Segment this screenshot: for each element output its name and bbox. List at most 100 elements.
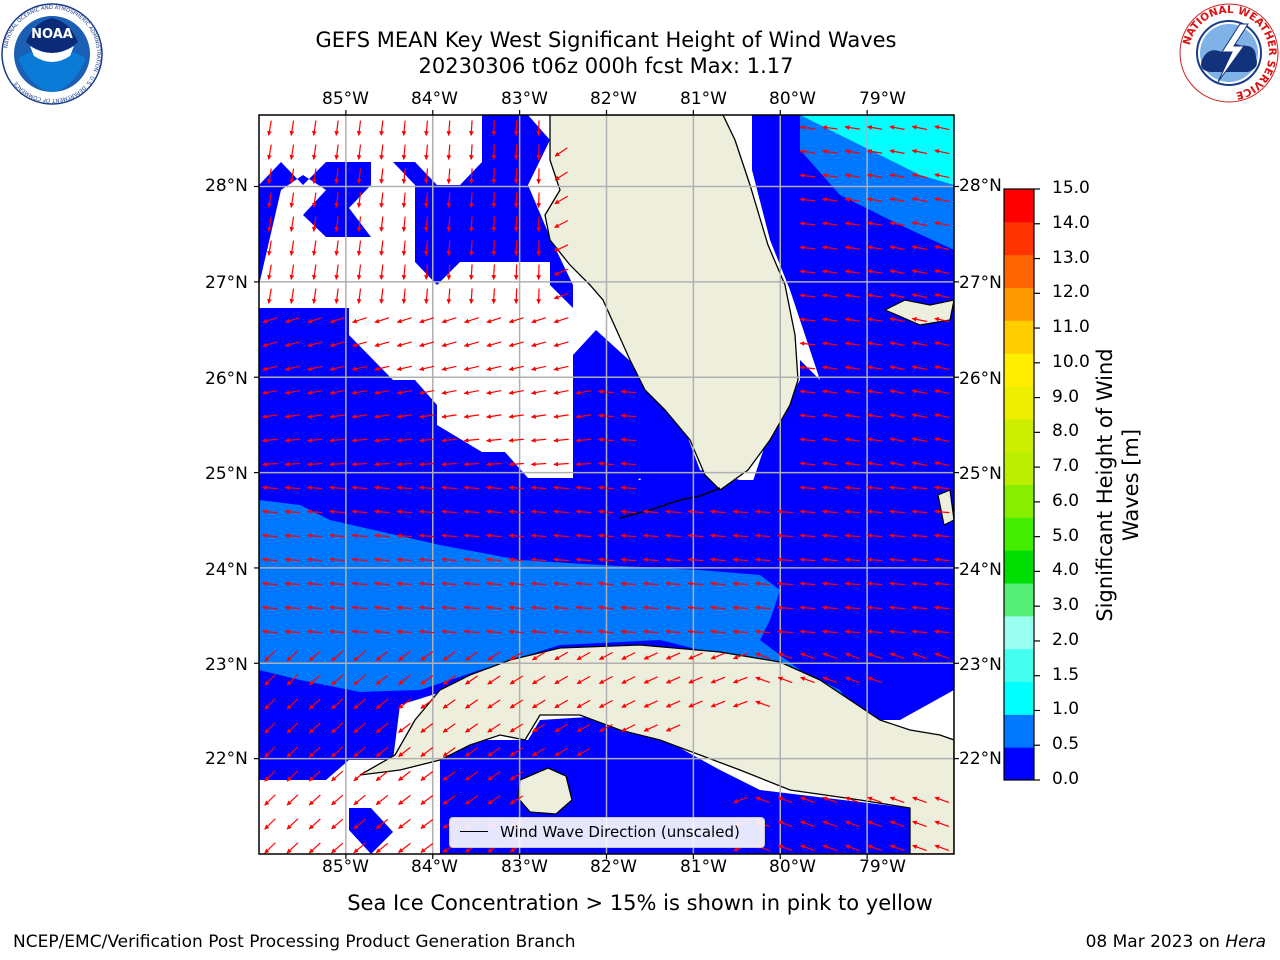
wave-direction-arrow bbox=[351, 605, 368, 611]
wave-direction-arrow bbox=[889, 581, 905, 587]
wave-direction-arrow bbox=[420, 819, 434, 829]
wave-direction-arrow bbox=[262, 317, 278, 324]
wave-direction-arrow bbox=[286, 746, 299, 758]
wave-direction-arrow bbox=[844, 245, 860, 250]
wave-direction-arrow bbox=[643, 724, 658, 732]
wave-direction-arrow bbox=[396, 341, 412, 348]
wave-direction-arrow bbox=[911, 581, 928, 587]
wave-direction-arrow bbox=[441, 533, 457, 539]
wave-direction-arrow bbox=[822, 509, 838, 515]
wave-direction-arrow bbox=[799, 605, 816, 611]
wave-direction-arrow bbox=[441, 365, 457, 372]
wave-direction-arrow bbox=[513, 168, 519, 184]
wave-direction-arrow bbox=[777, 629, 793, 635]
wave-direction-arrow bbox=[463, 461, 480, 467]
wave-direction-arrow bbox=[755, 676, 771, 684]
wave-direction-arrow bbox=[934, 533, 950, 539]
wave-direction-arrow bbox=[262, 437, 278, 443]
lon-tick-top-83: 83°W bbox=[501, 89, 548, 109]
wave-direction-arrow bbox=[329, 461, 345, 467]
wave-direction-arrow bbox=[934, 388, 950, 395]
wave-direction-arrow bbox=[934, 124, 950, 131]
wave-direction-arrow bbox=[957, 294, 972, 297]
map-ticks bbox=[254, 110, 959, 859]
wave-direction-arrow bbox=[822, 676, 838, 684]
wave-direction-arrow bbox=[508, 509, 524, 515]
wave-direction-arrow bbox=[866, 125, 883, 130]
chart-title: GEFS MEAN Key West Significant Height of… bbox=[315, 28, 897, 52]
wave-direction-arrow bbox=[822, 605, 838, 611]
wave-direction-arrow bbox=[665, 629, 681, 635]
wave-direction-arrow bbox=[732, 509, 748, 515]
colorbar-segment bbox=[1004, 583, 1034, 617]
colorbar-segment bbox=[1004, 747, 1034, 781]
wave-direction-arrow bbox=[463, 509, 480, 515]
wave-direction-arrow bbox=[934, 364, 950, 371]
wave-direction-arrow bbox=[934, 412, 950, 419]
wave-direction-arrow bbox=[424, 288, 429, 304]
wave-direction-arrow bbox=[957, 198, 972, 201]
wave-direction-arrow bbox=[822, 413, 838, 418]
wave-direction-arrow bbox=[306, 509, 323, 515]
wave-direction-arrow bbox=[799, 293, 816, 299]
wave-direction-arrow bbox=[867, 844, 883, 852]
wave-direction-arrow bbox=[598, 699, 613, 709]
noaa-logo-text: NOAA bbox=[31, 27, 73, 42]
wave-direction-arrow bbox=[934, 436, 950, 443]
wave-direction-arrow bbox=[264, 794, 276, 806]
wave-direction-arrow bbox=[598, 629, 614, 635]
wave-direction-arrow bbox=[284, 629, 300, 635]
noaa-logo-icon: NOAA NATIONAL OCEANIC AND ATMOSPHERIC AD… bbox=[1, 3, 103, 105]
wave-direction-arrow bbox=[329, 557, 345, 563]
wave-direction-arrow bbox=[379, 288, 385, 304]
wave-direction-arrow bbox=[420, 651, 434, 661]
wave-direction-arrow bbox=[442, 795, 456, 805]
wave-direction-arrow bbox=[307, 365, 323, 372]
wave-direction-arrow bbox=[934, 509, 950, 515]
wave-direction-arrow bbox=[957, 845, 971, 850]
wave-direction-arrow bbox=[621, 700, 636, 708]
wave-direction-arrow bbox=[401, 288, 407, 304]
florida-keys bbox=[619, 487, 721, 519]
wave-direction-arrow bbox=[267, 168, 272, 184]
wave-direction-arrow bbox=[463, 533, 480, 539]
wave-direction-arrow bbox=[575, 437, 592, 443]
wave-direction-arrow bbox=[375, 794, 389, 806]
footer-date-text: 08 Mar 2023 on bbox=[1085, 932, 1220, 952]
wave-direction-arrow bbox=[508, 557, 524, 563]
wave-direction-arrow bbox=[311, 264, 317, 280]
wave-direction-arrow bbox=[374, 365, 390, 372]
wave-direction-arrow bbox=[463, 557, 480, 563]
wave-direction-arrow bbox=[889, 820, 905, 828]
wave-direction-arrow bbox=[469, 240, 474, 256]
wave-direction-arrow bbox=[284, 557, 300, 563]
wave-direction-arrow bbox=[486, 557, 502, 563]
lat-tick-left-27: 27°N bbox=[205, 273, 248, 293]
wave-direction-arrow bbox=[844, 197, 860, 202]
wave-direction-arrow bbox=[799, 629, 816, 635]
wave-direction-arrow bbox=[911, 149, 928, 155]
wave-direction-arrow bbox=[800, 652, 815, 660]
wave-direction-arrow bbox=[866, 605, 883, 611]
wave-direction-arrow bbox=[799, 221, 816, 227]
wave-direction-arrow bbox=[643, 676, 658, 684]
wave-direction-arrow bbox=[331, 722, 344, 734]
wave-direction-arrow bbox=[620, 533, 636, 539]
wave-direction-arrow bbox=[866, 533, 883, 539]
wave-direction-arrow bbox=[446, 264, 452, 280]
atlantic-wave-field bbox=[740, 115, 954, 600]
straits-band-mid bbox=[259, 500, 860, 720]
wave-direction-arrow bbox=[509, 675, 524, 685]
wave-direction-arrow bbox=[262, 485, 278, 491]
wave-direction-arrow bbox=[441, 341, 457, 348]
wave-direction-arrow bbox=[553, 557, 569, 563]
wave-direction-arrow bbox=[822, 197, 838, 202]
wave-direction-arrow bbox=[441, 629, 457, 635]
wave-direction-arrow bbox=[844, 389, 860, 394]
wave-direction-arrow bbox=[469, 264, 474, 280]
wave-direction-arrow bbox=[463, 581, 480, 587]
wave-direction-arrow bbox=[420, 795, 434, 805]
wave-direction-arrow bbox=[446, 168, 452, 184]
wave-direction-arrow bbox=[289, 168, 295, 184]
wave-direction-arrow bbox=[554, 747, 568, 757]
